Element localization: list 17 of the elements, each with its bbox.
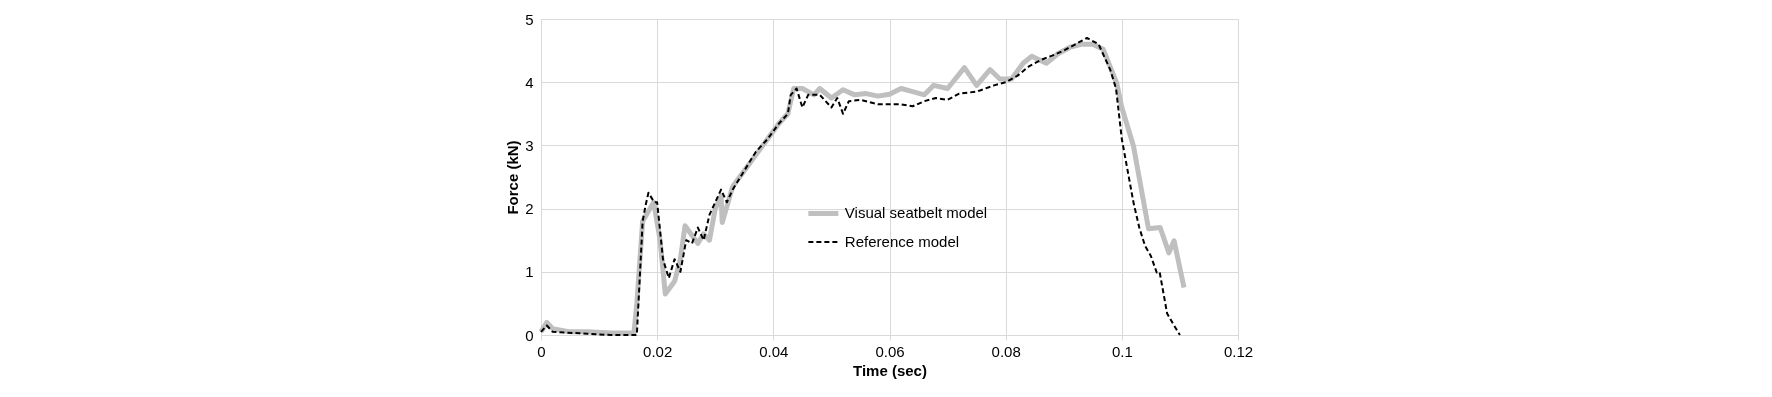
y-tick-label: 0 (525, 326, 534, 344)
x-tick-label: 0.08 (991, 342, 1021, 360)
x-tick-label: 0 (537, 342, 546, 360)
y-tick-label: 4 (525, 73, 534, 91)
y-tick-label: 5 (525, 10, 534, 28)
y-axis-title: Force (kN) (504, 140, 522, 215)
legend-label: Reference model (844, 232, 960, 250)
x-axis-title: Time (sec) (853, 361, 927, 379)
x-tick-label: 0.04 (759, 342, 789, 360)
x-tick-label: 0.1 (1111, 342, 1133, 360)
y-tick-label: 2 (525, 200, 534, 218)
x-tick-label: 0.06 (875, 342, 905, 360)
x-tick-label: 0.02 (643, 342, 673, 360)
y-tick-label: 3 (525, 136, 534, 154)
legend-label: Visual seatbelt model (844, 204, 988, 222)
y-tick-label: 1 (525, 263, 534, 281)
x-tick-label: 0.12 (1223, 342, 1254, 360)
